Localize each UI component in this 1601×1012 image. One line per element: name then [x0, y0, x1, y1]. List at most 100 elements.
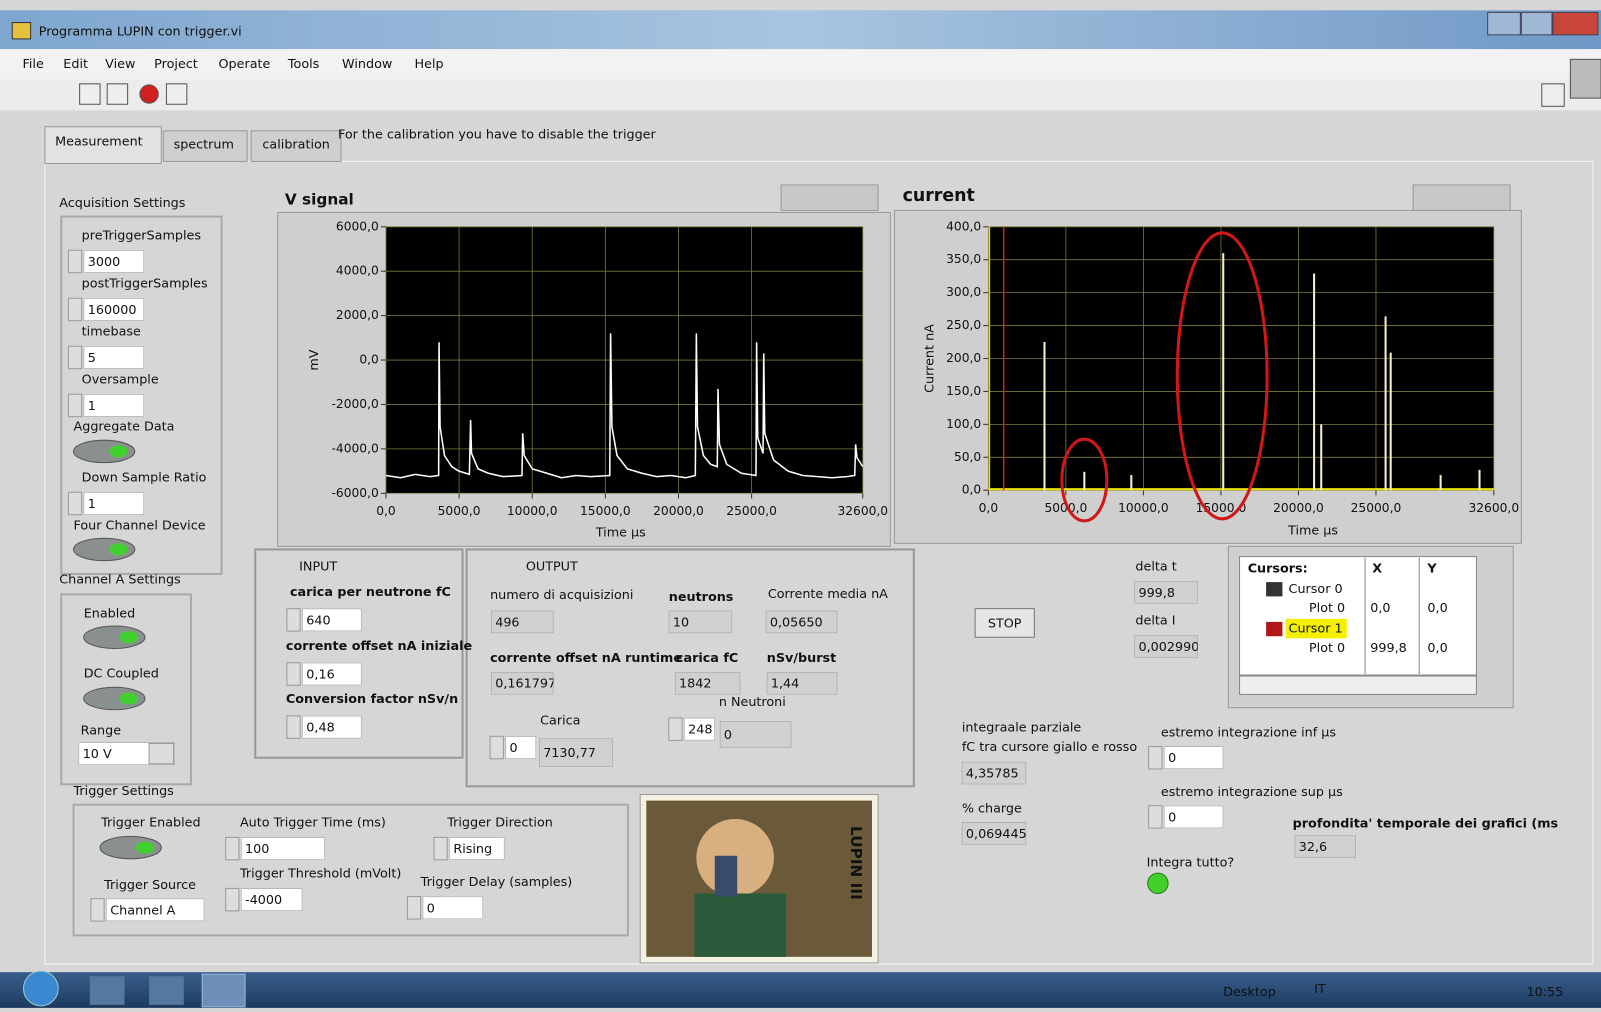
minimize[interactable] — [1488, 12, 1521, 34]
control-value: 10 V — [83, 747, 112, 762]
control[interactable]: 1 — [84, 492, 144, 514]
control[interactable]: 3000 — [84, 250, 144, 272]
dropdown[interactable] — [149, 743, 174, 763]
label: Cursors: — [1248, 561, 1308, 576]
spinner[interactable] — [434, 837, 447, 859]
spinner[interactable] — [68, 346, 81, 368]
y-tick-label: 200,0 — [946, 351, 981, 365]
scrollbar[interactable] — [1240, 676, 1477, 694]
maximize[interactable] — [1521, 12, 1552, 34]
spinner[interactable] — [91, 899, 104, 921]
control[interactable]: 0,16 — [302, 663, 361, 685]
toggle-light — [119, 692, 137, 704]
graph-palette[interactable] — [1413, 185, 1510, 211]
spinner[interactable] — [226, 837, 239, 859]
x-tick-label: 0,0 — [979, 501, 998, 515]
indicator-value: 496 — [495, 615, 519, 630]
label: calibration — [262, 138, 329, 153]
control[interactable]: 0,48 — [302, 716, 361, 738]
control[interactable]: 0 — [423, 897, 483, 919]
control[interactable]: -4000 — [241, 888, 302, 910]
indicator-value: 0,161797 — [495, 677, 556, 692]
control[interactable]: 160000 — [84, 298, 144, 320]
x-tick-label: 25000,0 — [726, 504, 777, 518]
control-value: 248 — [688, 723, 712, 738]
spinner[interactable] — [490, 736, 503, 758]
control[interactable]: Rising — [449, 837, 504, 859]
label: Auto Trigger Time (ms) — [240, 816, 386, 831]
label: Range — [81, 724, 122, 739]
run-continuous-button[interactable] — [107, 84, 127, 104]
spinner[interactable] — [669, 718, 682, 740]
control[interactable]: 1 — [84, 394, 144, 416]
y-tick-label: 250,0 — [946, 318, 981, 332]
indicator-value: 32,6 — [1299, 840, 1327, 855]
label: Trigger Delay (samples) — [420, 875, 573, 890]
control[interactable]: 100 — [241, 837, 325, 859]
spinner[interactable] — [1149, 746, 1162, 768]
abort-button[interactable] — [140, 85, 158, 103]
indicator: 496 — [491, 611, 553, 633]
label: 0,0 — [1370, 601, 1390, 616]
spinner[interactable] — [68, 394, 81, 416]
integra-led[interactable] — [1148, 873, 1168, 893]
label: IT — [1314, 982, 1326, 997]
label: Down Sample Ratio — [82, 470, 207, 485]
label: Time µs — [1287, 524, 1338, 539]
control-value: 0 — [510, 741, 518, 756]
label: integraale parziale — [962, 721, 1082, 736]
x-tick-label: 5000,0 — [438, 504, 481, 518]
run-button[interactable] — [80, 84, 100, 104]
control[interactable]: 0 — [505, 736, 536, 758]
taskbar-explorer[interactable] — [90, 976, 125, 1005]
control[interactable]: 248 — [684, 718, 715, 740]
close[interactable] — [1553, 12, 1598, 34]
control[interactable]: 640 — [302, 609, 361, 631]
control[interactable]: 0 — [1164, 746, 1223, 768]
spinner[interactable] — [68, 250, 81, 272]
label: Programma LUPIN con trigger.vi — [39, 24, 242, 39]
x-tick-label: 10000,0 — [507, 504, 558, 518]
label: Trigger Source — [103, 878, 196, 893]
cursor-icon — [1266, 582, 1282, 596]
y-tick-label: 0,0 — [359, 353, 378, 367]
taskbar-firefox[interactable] — [149, 976, 184, 1005]
app-icon — [12, 23, 30, 39]
indicator-value: 1,44 — [771, 677, 799, 692]
y-tick-label: 50,0 — [954, 450, 981, 464]
spinner[interactable] — [407, 897, 420, 919]
y-tick-label: 100,0 — [946, 417, 981, 431]
help-button[interactable] — [1542, 84, 1564, 106]
spinner[interactable] — [287, 716, 300, 738]
spinner[interactable] — [1149, 806, 1162, 828]
label: fC tra cursore giallo e rosso — [962, 740, 1138, 755]
pause-button[interactable] — [166, 84, 186, 104]
spinner[interactable] — [287, 663, 300, 685]
taskbar-labview[interactable] — [202, 974, 245, 1007]
label: Project — [154, 57, 198, 72]
control-value: 3000 — [88, 255, 120, 270]
label: current — [903, 186, 975, 206]
indicator: 0,069445 — [962, 822, 1027, 844]
indicator-value: 0,002990 — [1138, 640, 1199, 655]
control-value: -4000 — [245, 893, 282, 908]
control-value: Rising — [453, 842, 492, 857]
control[interactable]: 5 — [84, 346, 144, 368]
label: DC Coupled — [84, 667, 159, 682]
control-value: 100 — [245, 842, 269, 857]
label: profondita' temporale dei grafici (ms — [1293, 817, 1558, 832]
spinner[interactable] — [287, 609, 300, 631]
start-button[interactable] — [23, 971, 58, 1006]
spinner[interactable] — [226, 888, 239, 910]
control[interactable]: 0 — [1164, 806, 1223, 828]
label: View — [105, 57, 135, 72]
label: mV — [307, 349, 322, 370]
control[interactable]: Channel A — [106, 899, 204, 921]
spinner[interactable] — [68, 492, 81, 514]
toggle-light — [136, 841, 154, 853]
label: 0,0 — [1427, 641, 1447, 656]
label: delta I — [1135, 613, 1175, 628]
label: estremo integrazione sup µs — [1161, 785, 1343, 800]
graph-palette[interactable] — [781, 185, 878, 211]
spinner[interactable] — [68, 298, 81, 320]
